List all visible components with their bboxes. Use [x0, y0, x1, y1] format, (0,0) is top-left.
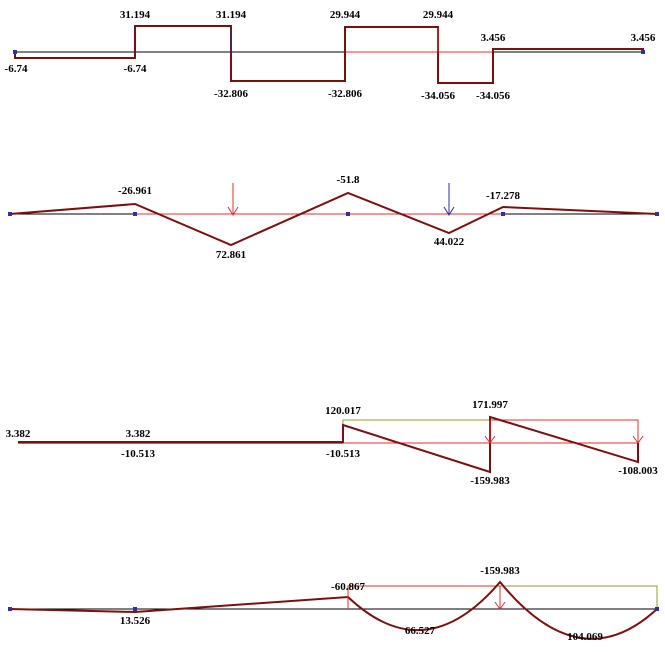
- value-label: 171.997: [472, 399, 508, 411]
- value-label: 31.194: [120, 9, 151, 21]
- value-label: 31.194: [216, 9, 247, 21]
- load-outline: [500, 585, 658, 609]
- moment-diagram-2: [9, 580, 658, 640]
- value-label: -159.983: [480, 565, 520, 577]
- value-label: -17.278: [486, 190, 520, 202]
- value-label: -10.513: [326, 448, 360, 460]
- moment-curve: [9, 580, 658, 640]
- value-label: 44.022: [434, 236, 465, 248]
- value-label: 104.069: [567, 631, 603, 643]
- shear-diagram-2: [18, 415, 644, 474]
- value-label: -6.74: [124, 63, 147, 75]
- value-label: 3.382: [126, 428, 151, 440]
- load-arrow: [347, 586, 506, 610]
- value-label: -60.867: [331, 581, 365, 593]
- value-label: -26.961: [118, 185, 152, 197]
- node: [133, 212, 137, 216]
- node: [8, 607, 12, 611]
- value-label: -32.806: [328, 88, 362, 100]
- node: [655, 212, 659, 216]
- node: [501, 212, 505, 216]
- node: [13, 50, 17, 54]
- shear-curve: [18, 415, 639, 474]
- value-label: 66.527: [405, 625, 436, 637]
- value-label: 3.382: [6, 428, 31, 440]
- value-label: 120.017: [325, 405, 361, 417]
- node: [655, 607, 659, 611]
- node: [8, 212, 12, 216]
- value-label: -10.513: [121, 448, 155, 460]
- shear-diagram: [14, 25, 644, 84]
- value-label: 3.456: [481, 32, 506, 44]
- value-label: 29.944: [330, 9, 361, 21]
- value-label: -159.983: [470, 475, 510, 487]
- node: [133, 607, 137, 611]
- load-arrow: [484, 420, 644, 444]
- load-arrow: [227, 183, 239, 216]
- shear-curve: [14, 25, 644, 84]
- nodes: [8, 50, 659, 611]
- value-label: -6.74: [5, 63, 28, 75]
- node: [641, 50, 645, 54]
- load-arrow: [443, 183, 455, 216]
- moment-diagram: [9, 183, 658, 247]
- value-label: -34.056: [421, 90, 455, 102]
- value-label: 72.861: [216, 249, 246, 261]
- moment-curve: [9, 191, 658, 247]
- value-label: -34.056: [476, 90, 510, 102]
- node: [346, 212, 350, 216]
- value-label: 3.456: [631, 32, 656, 44]
- value-label: -108.003: [618, 465, 658, 477]
- value-label: 13.526: [120, 615, 151, 627]
- value-label: -32.806: [214, 88, 248, 100]
- value-label: -51.8: [337, 174, 360, 186]
- value-label: 29.944: [423, 9, 454, 21]
- labels: -6.74 -6.74 31.194 31.194 -32.806 -32.806 29.9…: [5, 9, 659, 643]
